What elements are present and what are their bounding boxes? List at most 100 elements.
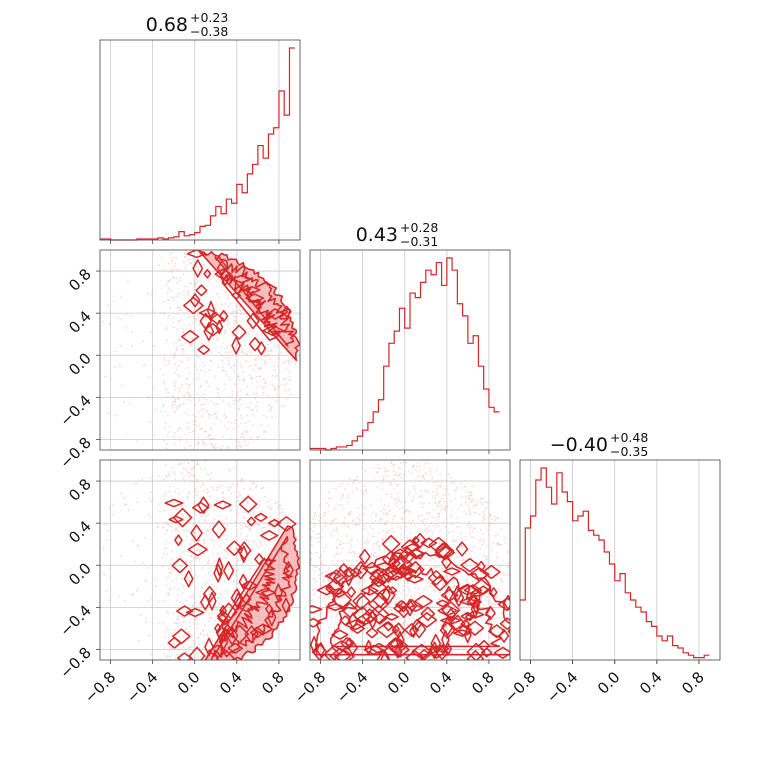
scatter-point [496, 543, 499, 546]
scatter-point [454, 540, 456, 543]
scatter-point [398, 615, 401, 618]
scatter-point [460, 495, 463, 498]
scatter-point [197, 424, 200, 427]
scatter-point [167, 287, 170, 290]
scatter-point [437, 630, 440, 633]
scatter-point [486, 596, 489, 599]
scatter-point [164, 599, 166, 602]
scatter-point [148, 397, 151, 399]
scatter-point [269, 358, 271, 360]
scatter-point [359, 587, 361, 590]
scatter-point [407, 493, 410, 496]
contour-island [497, 597, 510, 612]
scatter-point [468, 532, 471, 535]
scatter-point [460, 504, 463, 507]
scatter-point [252, 510, 255, 513]
contour-island [465, 612, 475, 622]
scatter-point [190, 474, 193, 477]
scatter-point [168, 314, 170, 317]
scatter-point [192, 605, 195, 608]
scatter-point [192, 639, 195, 642]
scatter-point [262, 387, 265, 390]
scatter-point [324, 604, 327, 606]
scatter-point [376, 541, 379, 544]
scatter-point [420, 519, 422, 522]
scatter-point [170, 647, 173, 650]
panel-title-2: −0.40 +0.48−0.35 [550, 430, 649, 459]
scatter-point [161, 600, 164, 602]
scatter-point [192, 414, 195, 416]
contour-island [340, 636, 354, 650]
contour-island [463, 584, 483, 597]
scatter-point [264, 522, 267, 525]
scatter-point [250, 561, 253, 564]
scatter-point [243, 517, 246, 519]
scatter-point [327, 631, 330, 634]
scatter-point [335, 615, 337, 618]
scatter-point [214, 375, 217, 378]
scatter-point [198, 520, 200, 523]
contour-island [283, 561, 294, 580]
scatter-point [466, 525, 469, 527]
scatter-point [214, 317, 217, 320]
scatter-point [164, 391, 167, 394]
scatter-point [390, 462, 393, 465]
scatter-point [213, 402, 216, 405]
scatter-point [196, 637, 199, 639]
scatter-point [264, 431, 267, 434]
x-tick-label-col0-3: 0.4 [216, 668, 246, 698]
scatter-point [454, 602, 457, 605]
scatter-point [312, 530, 315, 533]
scatter-point [343, 596, 346, 599]
scatter-point [170, 558, 173, 561]
scatter-point [313, 564, 315, 567]
scatter-point [150, 653, 152, 656]
scatter-point [212, 275, 214, 278]
scatter-point [355, 569, 358, 572]
scatter-point [199, 468, 202, 471]
scatter-point [212, 522, 215, 525]
scatter-point [349, 540, 352, 543]
scatter-point [193, 489, 196, 492]
scatter-point [465, 489, 468, 492]
scatter-point [239, 507, 242, 510]
scatter-point [333, 555, 336, 558]
scatter-point [484, 599, 487, 602]
scatter-point [195, 282, 197, 284]
scatter-point [265, 353, 268, 356]
scatter-point [243, 352, 246, 355]
contour-island [456, 583, 478, 596]
scatter-point [468, 576, 471, 579]
scatter-point [442, 521, 445, 524]
scatter-point [432, 525, 435, 528]
scatter-point [489, 524, 491, 527]
scatter-point [500, 528, 503, 530]
scatter-point [192, 581, 194, 584]
scatter-point [357, 516, 360, 519]
scatter-point [256, 435, 259, 438]
contour-island [197, 344, 211, 355]
scatter-point [259, 385, 261, 387]
contour-island [339, 615, 352, 626]
scatter-point [273, 365, 276, 368]
scatter-point [366, 541, 368, 543]
scatter-point [363, 578, 366, 581]
scatter-point [202, 438, 205, 441]
scatter-point [419, 479, 422, 482]
scatter-point [257, 547, 260, 549]
scatter-point [393, 474, 396, 476]
scatter-point [320, 555, 323, 558]
scatter-point [317, 537, 320, 540]
scatter-point [207, 385, 210, 388]
scatter-point [482, 517, 485, 520]
scatter-point [214, 604, 217, 607]
scatter-point [402, 474, 405, 477]
scatter-point [417, 514, 420, 517]
scatter-point [234, 315, 237, 318]
contour-island [420, 606, 436, 622]
scatter-point [352, 481, 355, 484]
scatter-point [162, 300, 165, 303]
scatter-point [170, 289, 173, 292]
scatter-point [359, 574, 362, 576]
